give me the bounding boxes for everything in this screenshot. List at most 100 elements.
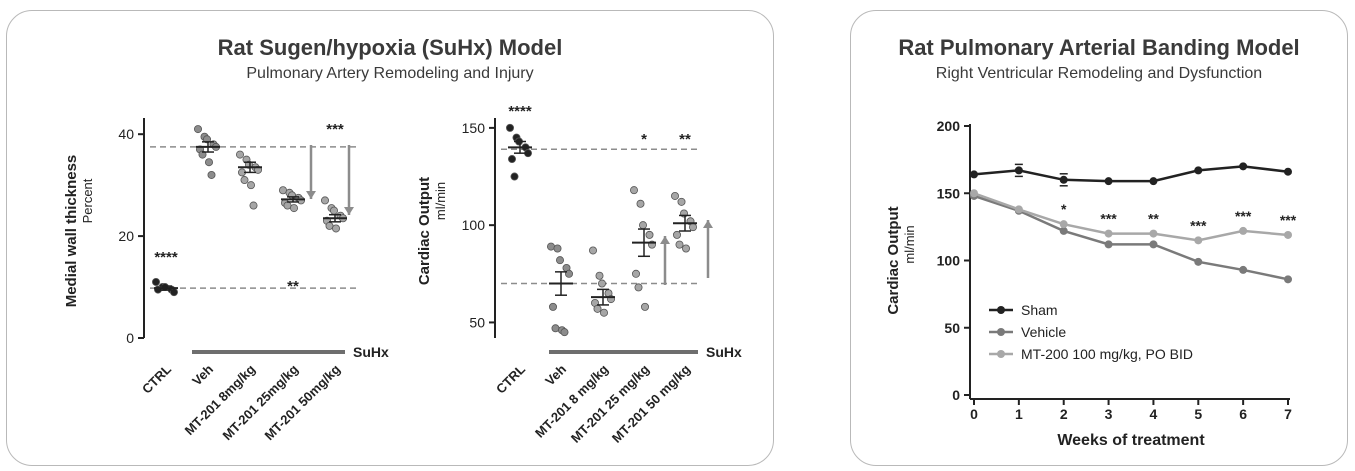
- data-point: [598, 279, 607, 288]
- arrow-head: [703, 220, 713, 228]
- x-tick-label: 7: [1284, 406, 1292, 422]
- y-tick-label: 50: [944, 320, 960, 336]
- arrow-head: [660, 236, 670, 244]
- series-point: [1059, 175, 1068, 184]
- series-point: [1284, 230, 1292, 239]
- x-tick-label: 4: [1150, 406, 1158, 422]
- data-point: [240, 176, 249, 185]
- right-panel-subtitle: Right Ventricular Remodeling and Dysfunc…: [935, 65, 1263, 82]
- y-tick-label: 0: [126, 330, 134, 346]
- series-point: [1014, 166, 1023, 175]
- y-axis-unit: ml/min: [902, 225, 917, 263]
- data-point: [507, 155, 516, 164]
- significance-label: *: [641, 131, 647, 148]
- y-axis-unit: ml/min: [433, 182, 448, 220]
- series-point: [1059, 226, 1068, 235]
- series-point: [1014, 205, 1023, 214]
- data-point: [630, 186, 639, 195]
- banding-model-panel: Rat Pulmonary Arterial Banding Model Rig…: [850, 10, 1348, 466]
- x-tick-label: 3: [1105, 406, 1113, 422]
- series-point: [1239, 265, 1248, 274]
- arrow-head: [306, 191, 316, 199]
- series-line: [973, 194, 1289, 281]
- series-point: [1149, 229, 1158, 238]
- data-point: [682, 244, 691, 253]
- series-point: [1104, 240, 1113, 249]
- series-point: [1149, 240, 1158, 249]
- y-tick-label: 0: [952, 387, 960, 403]
- data-point: [600, 308, 609, 317]
- data-point: [249, 201, 258, 210]
- series-point: [1284, 167, 1292, 176]
- significance-label: **: [1148, 211, 1159, 227]
- data-point: [549, 302, 558, 311]
- series-line: [973, 192, 1289, 242]
- suhx-model-panel: Rat Sugen/hypoxia (SuHx) Model Pulmonary…: [6, 10, 774, 466]
- significance-label: ***: [1280, 212, 1297, 228]
- significance-label: ****: [154, 249, 178, 266]
- legend-label: Sham: [1021, 302, 1058, 318]
- data-point: [565, 269, 574, 278]
- data-point: [320, 196, 329, 205]
- data-point: [204, 158, 213, 167]
- x-tick-label: 5: [1194, 406, 1202, 422]
- x-axis-label: Weeks of treatment: [1057, 432, 1205, 449]
- right-panel-title: Rat Pulmonary Arterial Banding Model: [898, 35, 1300, 60]
- series-point: [1194, 236, 1203, 245]
- x-tick-label: 6: [1239, 406, 1247, 422]
- series-point: [1104, 229, 1113, 238]
- data-point: [595, 271, 604, 280]
- data-point: [246, 181, 255, 190]
- series-point: [1104, 177, 1113, 186]
- y-tick-label: 40: [118, 126, 134, 142]
- series-point: [1239, 226, 1248, 235]
- suhx-bar: [192, 350, 345, 354]
- left-panel-subtitle: Pulmonary Artery Remodeling and Injury: [246, 65, 534, 82]
- y-axis-label: Medial wall thickness: [63, 155, 80, 308]
- legend-label: MT-200 100 mg/kg, PO BID: [1021, 346, 1193, 362]
- y-tick-label: 150: [937, 185, 961, 201]
- data-point: [289, 204, 298, 213]
- significance-label: ***: [1100, 211, 1117, 227]
- significance-label: ***: [1190, 217, 1207, 233]
- suhx-label: SuHx: [706, 344, 742, 360]
- significance-label: ***: [1235, 208, 1252, 224]
- series-point: [1284, 275, 1292, 284]
- y-tick-label: 100: [937, 253, 961, 269]
- y-axis-label: Cardiac Output: [416, 177, 433, 285]
- series-point: [1239, 162, 1248, 171]
- data-point: [235, 150, 244, 159]
- y-tick-label: 100: [462, 217, 486, 233]
- y-tick-label: 20: [118, 228, 134, 244]
- legend-marker: [997, 328, 1005, 336]
- x-tick-label: 1: [1015, 406, 1023, 422]
- data-point: [510, 172, 519, 181]
- significance-label: ***: [326, 121, 344, 138]
- y-axis-unit: Percent: [80, 178, 95, 223]
- y-tick-label: 50: [469, 314, 485, 330]
- y-tick-label: 200: [937, 118, 961, 134]
- data-point: [193, 125, 202, 134]
- data-point: [553, 244, 562, 253]
- data-point: [560, 328, 569, 337]
- data-point: [505, 123, 514, 132]
- x-tick-label: 0: [970, 406, 978, 422]
- data-point: [671, 191, 680, 200]
- suhx-bar: [549, 350, 698, 354]
- series-point: [970, 189, 978, 198]
- data-point: [634, 283, 643, 292]
- series-line: [973, 165, 1289, 183]
- data-point: [673, 230, 682, 239]
- data-point: [641, 302, 650, 311]
- data-point: [675, 240, 684, 249]
- data-point: [636, 199, 645, 208]
- series-point: [1059, 220, 1068, 229]
- data-point: [151, 277, 160, 286]
- x-tick-label: 2: [1060, 406, 1068, 422]
- series-point: [1149, 177, 1158, 186]
- significance-label: **: [287, 278, 299, 295]
- data-point: [589, 246, 598, 255]
- arrow-head: [344, 207, 354, 215]
